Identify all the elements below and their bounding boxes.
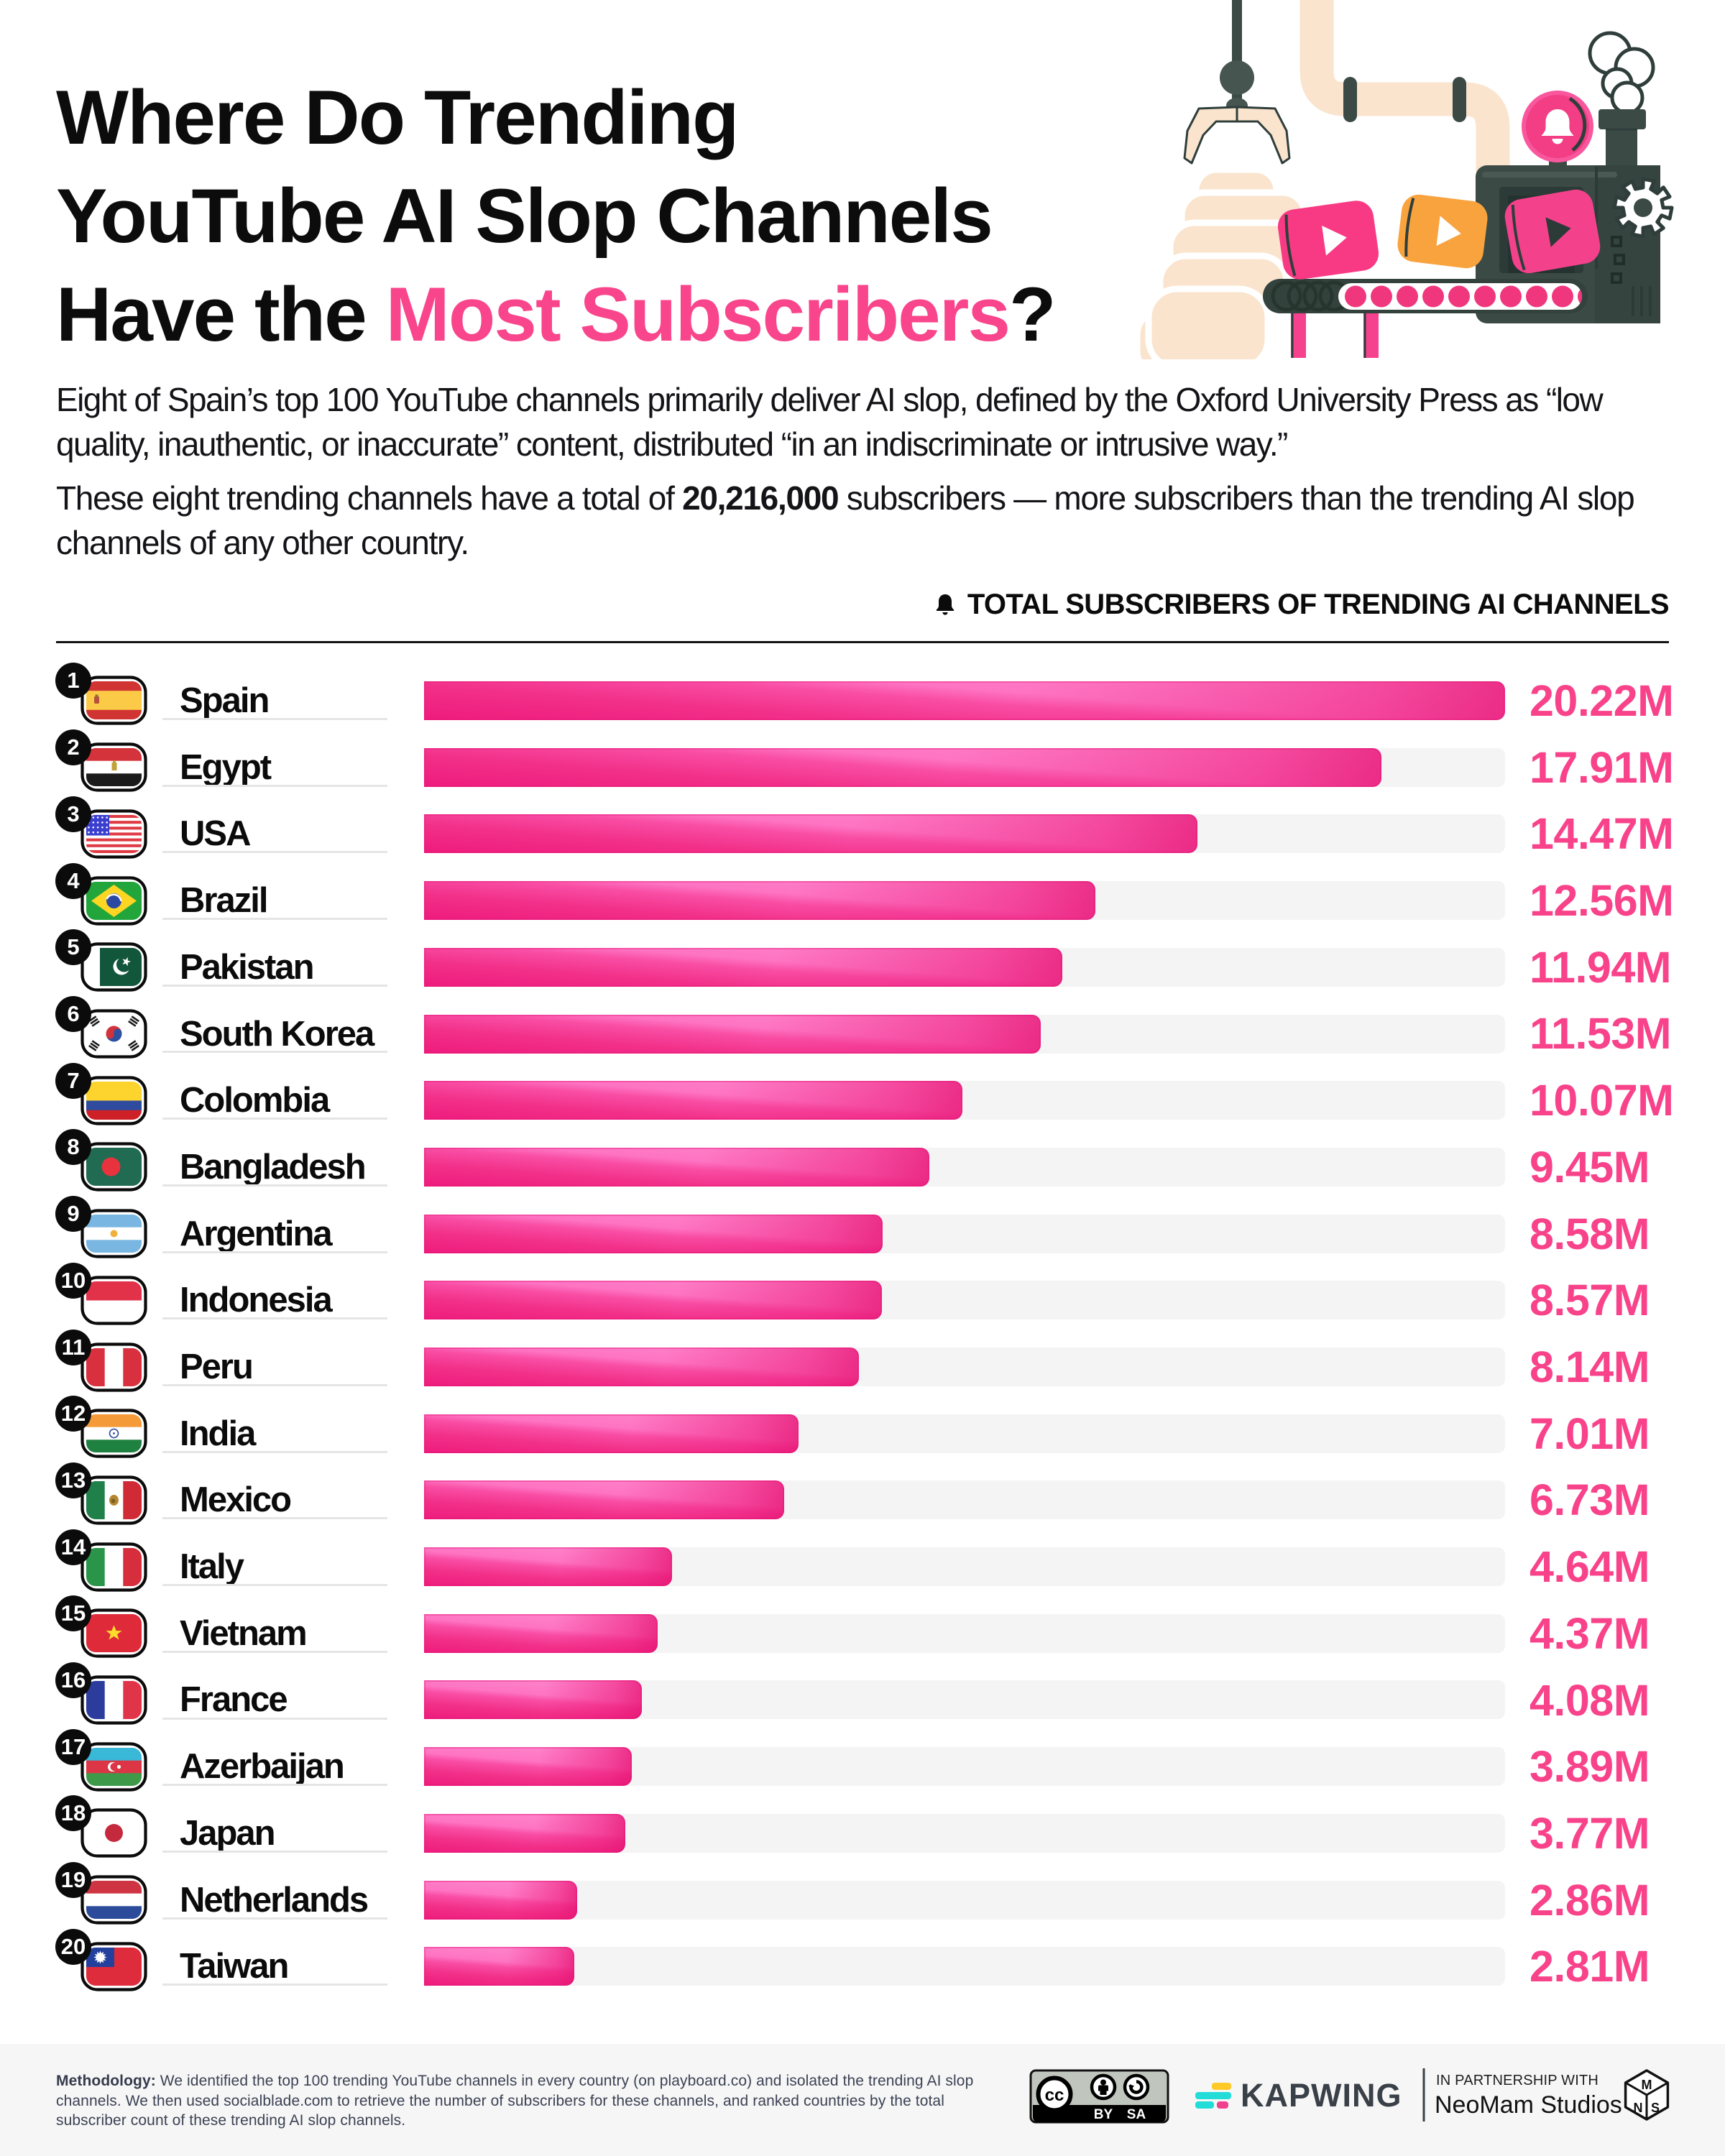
svg-text:BY: BY <box>1094 2107 1113 2122</box>
svg-text:IN PARTNERSHIP WITH: IN PARTNERSHIP WITH <box>1436 2073 1598 2088</box>
svg-text:M: M <box>1642 2078 1652 2092</box>
svg-text:KAPWING: KAPWING <box>1241 2077 1402 2114</box>
svg-text:SA: SA <box>1127 2107 1146 2122</box>
svg-text:S: S <box>1651 2101 1660 2115</box>
svg-text:NeoMam Studios: NeoMam Studios <box>1435 2091 1622 2119</box>
svg-text:cc: cc <box>1045 2086 1064 2105</box>
svg-text:N: N <box>1634 2101 1643 2115</box>
